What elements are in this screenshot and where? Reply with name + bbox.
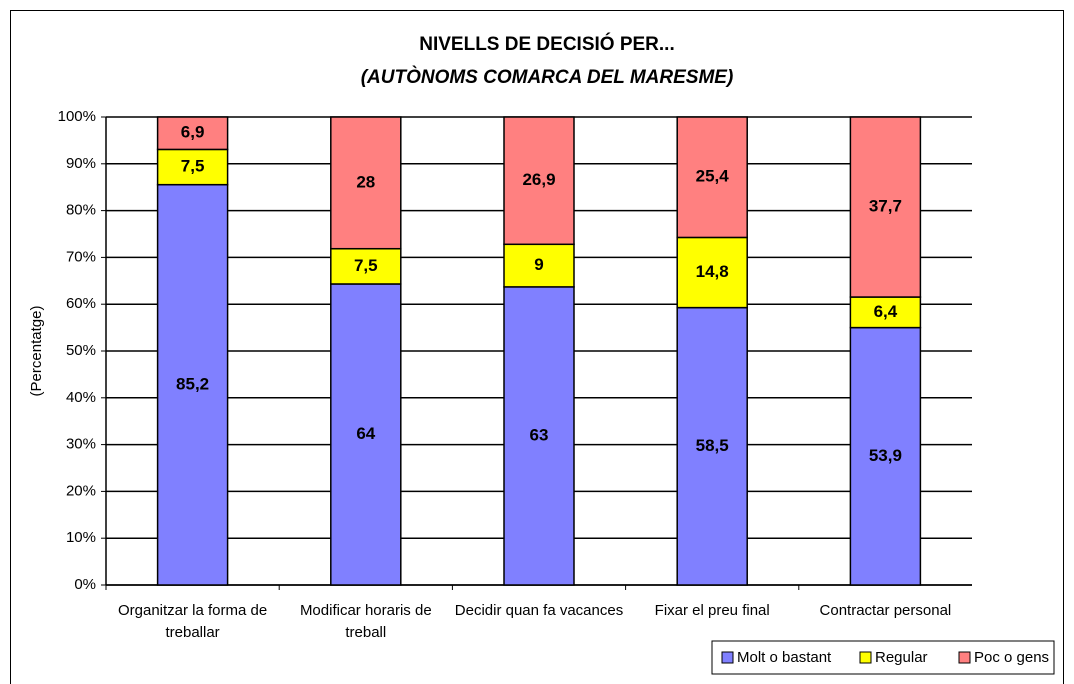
y-tick-label: 10% [66,529,96,546]
bar-segment [156,116,229,151]
y-tick-label: 0% [74,576,96,593]
data-label: 9 [534,255,543,274]
bar-segment [330,283,402,586]
bar-segment [330,247,402,285]
y-tick-label: 20% [66,482,96,499]
y-tick-label: 40% [66,389,96,406]
y-tick-label: 80% [66,202,96,219]
data-label: 6,4 [874,302,898,321]
y-tick-label: 60% [66,295,96,312]
legend-box [711,640,1055,675]
legend-swatch [958,651,971,664]
x-tick-label: Modificar horaris de treball [299,602,432,641]
bar-segment [503,116,575,246]
data-label: 85,2 [176,374,209,393]
data-label: 7,5 [181,157,205,176]
bar-segment [503,243,575,288]
chart-title: NIVELLS DE DECISIÓ PER... [419,33,675,55]
legend-swatch [859,651,872,664]
bar-segment [849,326,922,586]
legend-label: Molt o bastant [737,649,832,666]
data-label: 64 [356,424,375,443]
bar-segment [156,183,229,586]
bar-segment [849,296,922,329]
bar-segment [676,116,748,239]
legend-swatch [721,651,734,664]
data-label: 14,8 [696,262,729,281]
bar-segment [676,306,748,586]
legend-label: Regular [875,649,928,666]
x-tick-label: Decidir quan fa vacances [454,602,624,619]
y-tick-label: 100% [58,108,96,125]
bar-segment [849,116,922,298]
chart-subtitle: (AUTÒNOMS COMARCA DEL MARESME) [361,66,734,88]
bar-segment [330,116,402,250]
data-label: 63 [530,425,549,444]
x-tick-label: Contractar personal [819,602,952,619]
x-tick-label: Organitzar la forma de treballar [117,602,268,641]
y-tick-label: 30% [66,436,96,453]
data-label: 28 [356,172,375,191]
x-tick-label: Fixar el preu final [654,602,770,619]
data-label: 6,9 [181,123,205,142]
data-label: 58,5 [696,436,729,455]
y-tick-label: 70% [66,248,96,265]
y-tick-label: 90% [66,155,96,172]
data-label: 37,7 [869,197,902,216]
data-label: 7,5 [354,256,378,275]
bar-segment [503,286,575,586]
y-axis-label: (Percentatge) [28,306,45,397]
chart-border [10,10,1064,684]
bar-segment [156,148,229,186]
data-label: 25,4 [696,167,730,186]
bar-segment [676,236,748,309]
data-label: 53,9 [869,446,902,465]
legend-label: Poc o gens [974,649,1049,666]
y-tick-label: 50% [66,342,96,359]
data-label: 26,9 [522,170,555,189]
